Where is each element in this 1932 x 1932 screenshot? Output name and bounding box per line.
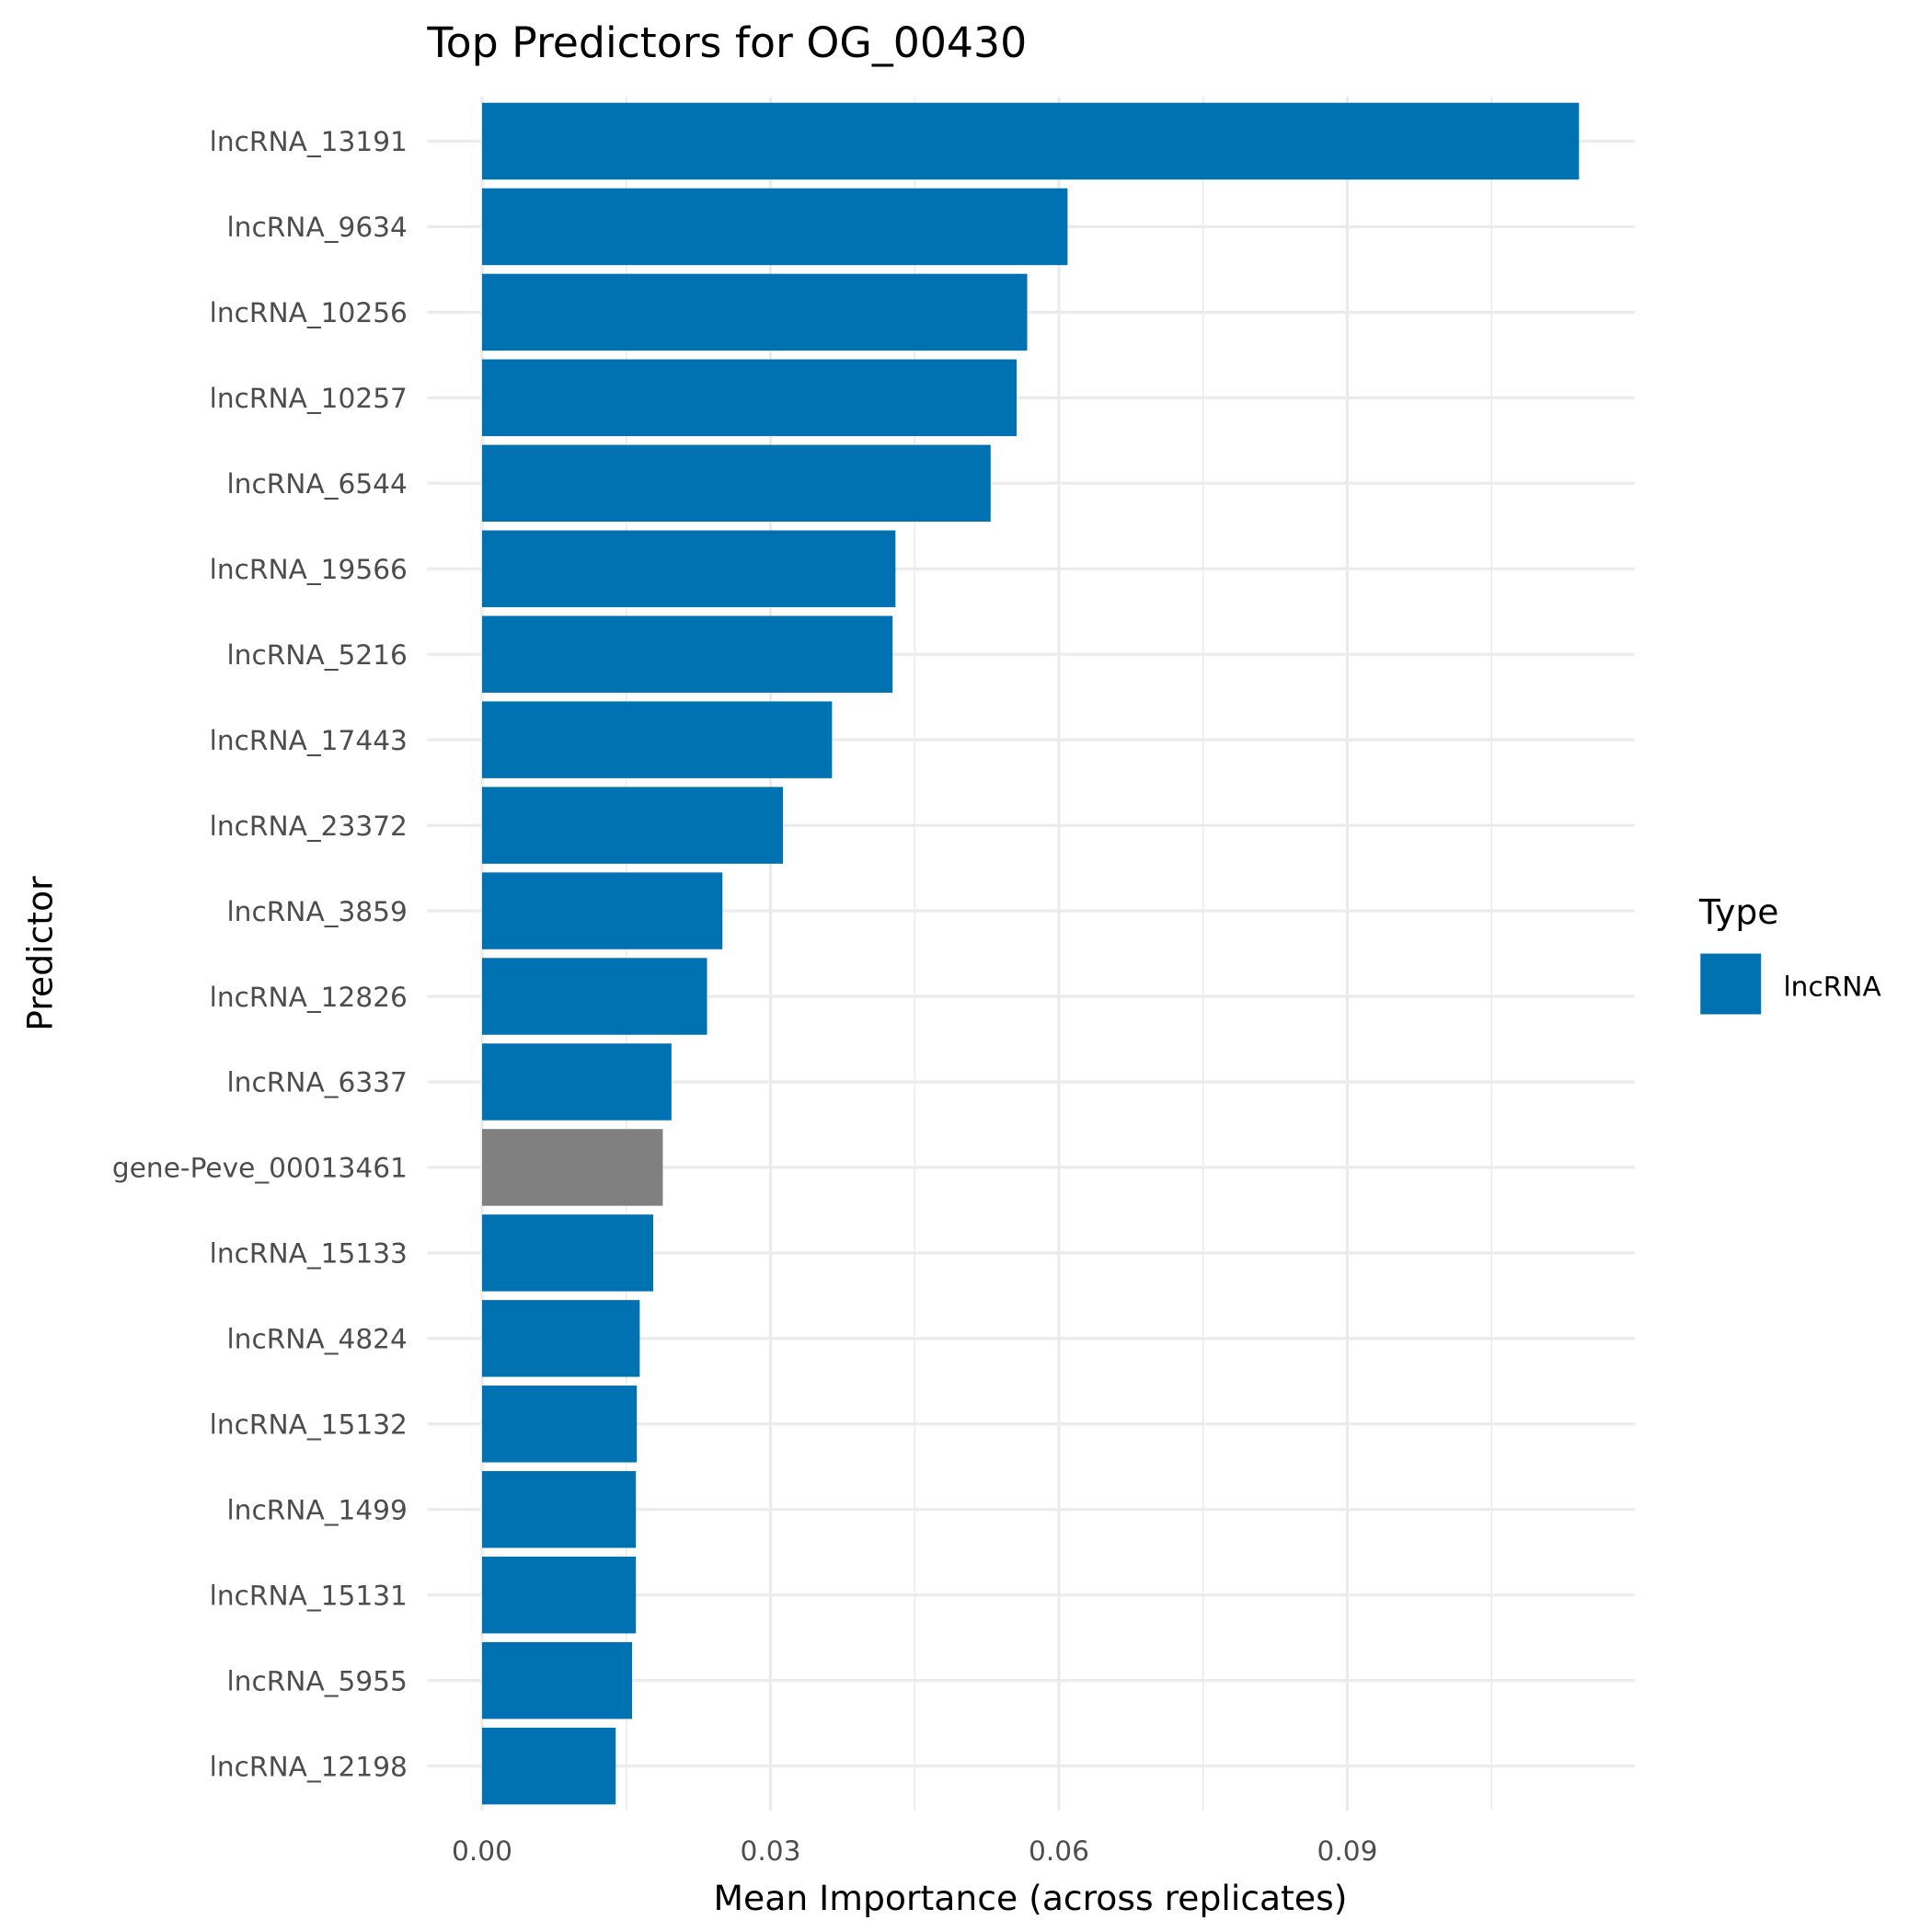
bar-lncRNA_10256 — [481, 273, 1028, 351]
y-tick-label: lncRNA_10256 — [210, 297, 408, 328]
x-tick-label: 0.00 — [452, 1835, 512, 1867]
y-tick-label: lncRNA_10257 — [210, 383, 408, 414]
bar-lncRNA_13191 — [481, 102, 1580, 180]
x-tick-label: 0.03 — [741, 1835, 801, 1867]
bar-lncRNA_12826 — [481, 958, 707, 1035]
y-tick-label: lncRNA_13191 — [210, 126, 408, 157]
y-tick-label: lncRNA_19566 — [210, 554, 408, 585]
y-tick-label: lncRNA_5216 — [226, 639, 407, 671]
y-tick-label: lncRNA_9634 — [226, 212, 407, 243]
bar-lncRNA_23372 — [481, 787, 784, 864]
bar-lncRNA_5216 — [481, 615, 893, 693]
bar-gene-Peve_00013461 — [481, 1129, 663, 1206]
bar-lncRNA_9634 — [481, 188, 1068, 266]
bar-lncRNA_17443 — [481, 701, 833, 778]
chart-title: Top Predictors for OG_00430 — [426, 18, 1027, 67]
y-tick-label: lncRNA_23372 — [210, 811, 408, 842]
legend-title: Type — [1698, 891, 1779, 932]
legend: Type lncRNA — [1698, 891, 1881, 1015]
x-tick-label: 0.06 — [1029, 1835, 1089, 1867]
bar-lncRNA_4824 — [481, 1300, 640, 1377]
x-tick-label: 0.09 — [1317, 1835, 1378, 1867]
y-tick-labels: lncRNA_13191 lncRNA_9634 lncRNA_10256 lncRN… — [112, 126, 408, 1782]
y-tick-label: lncRNA_6544 — [226, 468, 407, 500]
bar-lncRNA_19566 — [481, 530, 896, 607]
grid — [427, 97, 1635, 1811]
y-tick-label: lncRNA_4824 — [226, 1324, 407, 1355]
legend-key-lncrna — [1700, 953, 1762, 1015]
bar-lncRNA_15131 — [481, 1556, 637, 1634]
bar-lncRNA_10257 — [481, 359, 1017, 437]
bars — [481, 102, 1580, 1805]
y-tick-label: lncRNA_3859 — [226, 896, 407, 927]
y-tick-label: lncRNA_12826 — [210, 982, 408, 1013]
y-tick-label: lncRNA_5955 — [226, 1665, 407, 1696]
y-tick-label: lncRNA_15131 — [210, 1580, 408, 1611]
bar-lncRNA_6544 — [481, 444, 991, 523]
bar-lncRNA_5955 — [481, 1641, 633, 1719]
legend-label-lncrna: lncRNA — [1783, 971, 1881, 1002]
bar-lncRNA_15132 — [481, 1386, 638, 1463]
bar-lncRNA_15133 — [481, 1214, 653, 1292]
y-tick-label: gene-Peve_00013461 — [112, 1153, 408, 1184]
y-tick-label: lncRNA_15133 — [210, 1238, 408, 1270]
y-tick-label: lncRNA_6337 — [226, 1067, 407, 1098]
y-axis-title: Predictor — [20, 876, 61, 1031]
y-tick-label: lncRNA_12198 — [210, 1751, 408, 1782]
y-tick-label: lncRNA_1499 — [226, 1495, 407, 1526]
bar-lncRNA_6337 — [481, 1043, 672, 1121]
bar-lncRNA_12198 — [481, 1727, 616, 1805]
y-tick-label: lncRNA_17443 — [210, 725, 408, 756]
bar-lncRNA_1499 — [481, 1471, 637, 1548]
bar-lncRNA_3859 — [481, 872, 723, 949]
y-tick-label: lncRNA_15132 — [210, 1409, 408, 1441]
x-axis-title: Mean Importance (across replicates) — [714, 1878, 1348, 1918]
x-tick-labels: 0.00 0.03 0.06 0.09 — [452, 1835, 1377, 1867]
